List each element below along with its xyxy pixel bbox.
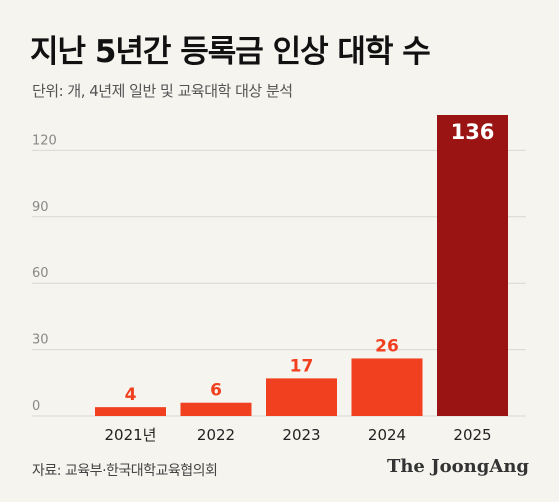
bar-2024 xyxy=(351,358,423,416)
category-label: 2024 xyxy=(368,426,406,444)
bar-2021년 xyxy=(95,407,166,416)
category-label: 2023 xyxy=(282,426,320,444)
category-label: 2025 xyxy=(453,426,491,444)
chart-title: 지난 5년간 등록금 인상 대학 수 xyxy=(30,34,431,70)
value-label: 6 xyxy=(210,381,222,401)
bar-2025 xyxy=(437,115,508,416)
value-label: 17 xyxy=(290,356,314,376)
bar-2022 xyxy=(180,402,252,416)
bar-2023 xyxy=(266,378,337,416)
category-label: 2021년 xyxy=(105,426,157,444)
value-label: 4 xyxy=(125,385,137,405)
y-tick-label: 60 xyxy=(32,266,49,281)
unit-note: 단위: 개, 4년제 일반 및 교육대학 대상 분석 xyxy=(32,82,293,100)
value-label: 26 xyxy=(375,336,399,356)
label-layer: 0 30 60 90 120 4 2021년 6 2022 17 2023 26 2024 136 2025 xyxy=(32,120,494,444)
value-label: 136 xyxy=(451,120,495,144)
bar-layer xyxy=(95,115,508,416)
brand-logo: The JoongAng xyxy=(386,456,529,477)
y-tick-label: 120 xyxy=(32,133,57,148)
y-tick-label: 90 xyxy=(32,200,49,215)
source-note: 자료: 교육부·한국대학교육협의회 xyxy=(32,463,218,479)
category-label: 2022 xyxy=(197,426,235,444)
y-tick-label: 30 xyxy=(32,333,49,348)
y-tick-label: 0 xyxy=(32,399,40,414)
